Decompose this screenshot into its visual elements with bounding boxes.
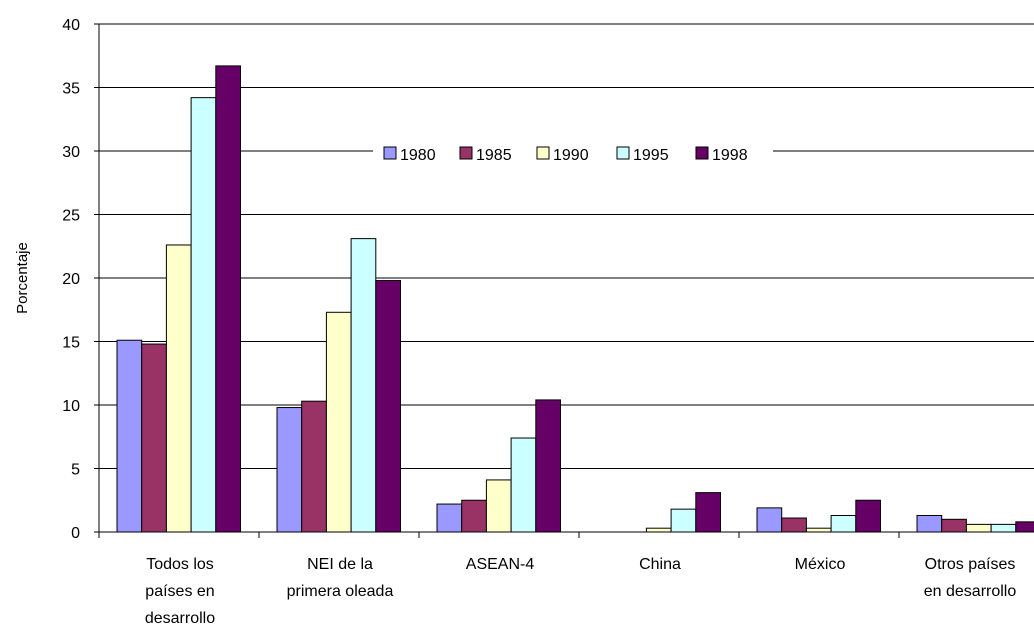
bar-1985 xyxy=(301,400,327,533)
bar-1985 xyxy=(141,343,167,533)
legend-label-1990: 1990 xyxy=(553,147,589,164)
x-category-label: países en xyxy=(145,583,214,600)
bar-1998 xyxy=(1015,521,1034,533)
bar-1995 xyxy=(670,508,697,533)
legend-swatch-1980 xyxy=(383,146,397,160)
y-tick-label: 15 xyxy=(62,335,80,352)
bar-1995 xyxy=(990,523,1017,533)
bar-1998 xyxy=(855,499,881,533)
y-axis-label: Porcentaje xyxy=(14,242,31,314)
bar-1990 xyxy=(645,527,672,533)
y-tick-label: 0 xyxy=(71,525,80,542)
legend-label-1995: 1995 xyxy=(633,147,669,164)
y-tick-label: 20 xyxy=(62,271,80,288)
bar-1980 xyxy=(756,507,783,533)
bar-1985 xyxy=(941,518,967,533)
x-category-label: China xyxy=(639,556,681,573)
bar-1990 xyxy=(805,527,832,533)
bar-1980 xyxy=(116,339,143,533)
x-category-label: México xyxy=(795,556,846,573)
axes xyxy=(94,23,1034,538)
y-tick-label: 40 xyxy=(62,17,80,34)
legend-swatch-1995 xyxy=(616,146,630,160)
y-tick-label: 30 xyxy=(62,144,80,161)
legend-swatch-1985 xyxy=(459,146,473,160)
bar-1995 xyxy=(510,437,537,533)
legend: 1980 1985 1990 1995 1998 xyxy=(373,140,773,168)
bar-1985 xyxy=(781,517,807,533)
bar-1998 xyxy=(215,65,242,533)
x-category-label: Todos los xyxy=(146,556,214,573)
bar-1980 xyxy=(436,503,463,533)
bar-1990 xyxy=(485,479,512,533)
legend-swatch-1998 xyxy=(695,146,709,160)
y-tick-label: 25 xyxy=(62,208,80,225)
x-category-labels: Todos los países en desarrollo NEI de la pri… xyxy=(145,556,1016,627)
bar-1980 xyxy=(916,514,943,533)
bar-1980 xyxy=(276,407,303,533)
legend-label-1985: 1985 xyxy=(476,147,512,164)
x-category-label: primera oleada xyxy=(287,583,394,600)
x-category-label: NEI de la xyxy=(307,556,373,573)
legend-label-1980: 1980 xyxy=(400,147,436,164)
y-tick-label: 35 xyxy=(62,81,80,98)
x-category-label: en desarrollo xyxy=(924,583,1017,600)
bars xyxy=(116,65,1034,533)
bar-1998 xyxy=(535,399,561,533)
bar-1998 xyxy=(695,492,721,533)
bar-1995 xyxy=(350,238,377,533)
bar-1990 xyxy=(325,311,352,533)
bar-1990 xyxy=(165,244,192,533)
legend-label-1998: 1998 xyxy=(712,147,748,164)
x-category-label: Otros países xyxy=(925,556,1016,573)
bar-1990 xyxy=(965,523,992,533)
y-tick-label: 10 xyxy=(62,398,80,415)
x-category-label: desarrollo xyxy=(145,610,215,627)
y-tick-label: 5 xyxy=(71,462,80,479)
y-tick-labels: 0 5 10 15 20 25 30 35 40 xyxy=(62,17,80,542)
legend-swatch-1990 xyxy=(536,146,550,160)
bar-1998 xyxy=(375,280,401,533)
bar-1995 xyxy=(190,97,217,533)
bar-1995 xyxy=(830,514,857,533)
x-category-label: ASEAN-4 xyxy=(466,556,535,573)
bar-1985 xyxy=(461,499,487,533)
